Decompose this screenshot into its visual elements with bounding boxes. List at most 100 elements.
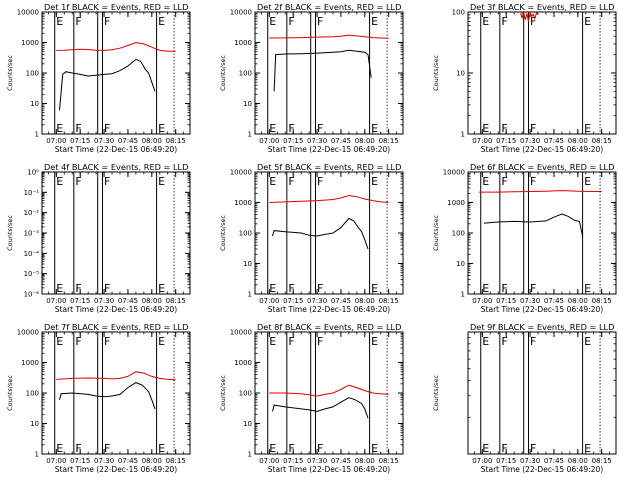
x-tick-label: 07:15	[70, 297, 90, 305]
y-tick-label: 10	[30, 100, 39, 108]
marker-label-top: E	[584, 15, 591, 28]
y-tick-label: 10⁻⁵	[24, 270, 40, 278]
marker-label-bottom: E	[371, 282, 378, 295]
y-tick-label: 10	[243, 100, 252, 108]
lld-series-line	[269, 194, 389, 203]
marker-label-bottom: E	[371, 442, 378, 455]
marker-label-bottom: E	[584, 282, 591, 295]
marker-label-top: E	[584, 335, 591, 348]
y-tick-label: 1	[461, 291, 465, 299]
y-tick-label: 10000	[17, 329, 39, 337]
marker-label-bottom: F	[104, 282, 110, 295]
marker-label-top: E	[56, 335, 63, 348]
x-tick-label: 07:45	[331, 297, 351, 305]
marker-label-top: E	[158, 15, 165, 28]
x-tick-label: 08:00	[568, 137, 588, 145]
y-tick-label: 10⁻⁶	[24, 291, 40, 299]
marker-label-top: F	[501, 335, 507, 348]
x-tick-label: 07:30	[520, 297, 540, 305]
marker-label-top: F	[317, 335, 323, 348]
x-tick-label: 07:15	[70, 457, 90, 465]
y-axis-label: Counts/sec	[219, 215, 227, 251]
x-tick-label: 07:15	[496, 457, 516, 465]
marker-label-bottom: E	[269, 122, 276, 135]
marker-label-bottom: F	[288, 122, 294, 135]
y-tick-label: 10000	[443, 169, 465, 177]
marker-label-bottom: E	[158, 282, 165, 295]
y-tick-label: 1	[35, 451, 39, 459]
y-tick-label: 1000	[234, 199, 252, 207]
x-tick-label: 07:45	[118, 457, 138, 465]
x-tick-label: 07:15	[283, 137, 303, 145]
y-tick-label: 100	[26, 390, 39, 398]
x-tick-label: 08:15	[166, 137, 186, 145]
lld-series-line	[56, 41, 176, 52]
y-tick-label: 1000	[234, 359, 252, 367]
marker-label-top: E	[584, 175, 591, 188]
x-tick-label: 08:00	[568, 457, 588, 465]
x-tick-label: 07:30	[520, 137, 540, 145]
x-tick-label: 07:00	[472, 457, 492, 465]
events-series-line	[59, 382, 156, 410]
y-axis-label: Counts/sec	[432, 375, 440, 411]
plot-title: Det 7f BLACK = Events, RED = LLD	[44, 322, 188, 332]
marker-label-bottom: F	[501, 442, 507, 455]
y-tick-label: 10000	[17, 9, 39, 17]
lld-series-line	[479, 190, 602, 193]
x-tick-label: 07:15	[283, 297, 303, 305]
x-axis-label: Start Time (22-Dec-15 06:49:20)	[268, 465, 390, 474]
marker-label-bottom: E	[269, 282, 276, 295]
y-tick-label: 10	[30, 420, 39, 428]
x-tick-label: 07:30	[307, 137, 327, 145]
marker-label-top: E	[269, 335, 276, 348]
x-tick-label: 07:45	[544, 457, 564, 465]
y-tick-label: 1000	[21, 39, 39, 47]
y-tick-label: 1000	[234, 39, 252, 47]
plot-title: Det 9f BLACK = Events, RED = LLD	[470, 322, 614, 332]
x-tick-label: 07:45	[544, 137, 564, 145]
marker-label-top: E	[482, 335, 489, 348]
plot-title: Det 2f BLACK = Events, RED = LLD	[257, 2, 401, 12]
x-tick-label: 07:30	[307, 457, 327, 465]
marker-label-top: E	[158, 335, 165, 348]
marker-label-top: F	[530, 15, 536, 28]
marker-label-bottom: F	[317, 282, 323, 295]
marker-label-top: F	[288, 335, 294, 348]
x-tick-label: 08:15	[592, 297, 612, 305]
x-tick-label: 07:00	[472, 137, 492, 145]
marker-label-top: F	[288, 15, 294, 28]
y-tick-label: 10000	[230, 9, 252, 17]
panel-det-5: Det 5f BLACK = Events, RED = LLD Counts/s…	[219, 162, 404, 314]
marker-label-bottom: E	[584, 122, 591, 135]
x-tick-label: 08:15	[166, 457, 186, 465]
x-tick-label: 07:00	[46, 457, 66, 465]
panel-det-4: Det 4f BLACK = Events, RED = LLD Counts/s…	[6, 162, 191, 314]
x-tick-label: 08:15	[379, 297, 399, 305]
y-tick-label: 1000	[21, 359, 39, 367]
plot-title: Det 8f BLACK = Events, RED = LLD	[257, 322, 401, 332]
y-tick-label: 100	[452, 230, 465, 238]
y-tick-label: 10	[243, 420, 252, 428]
y-tick-label: 10⁻²	[24, 209, 40, 217]
marker-label-top: E	[56, 175, 63, 188]
x-tick-label: 07:15	[70, 137, 90, 145]
y-axis-label: Counts/sec	[6, 55, 14, 91]
marker-label-bottom: E	[482, 282, 489, 295]
marker-label-top: E	[269, 15, 276, 28]
x-tick-label: 07:15	[283, 457, 303, 465]
marker-label-bottom: E	[158, 122, 165, 135]
x-tick-label: 07:30	[94, 137, 114, 145]
x-tick-label: 08:00	[142, 297, 162, 305]
marker-label-bottom: F	[104, 122, 110, 135]
x-tick-label: 07:00	[259, 297, 279, 305]
plot-frame	[254, 171, 404, 295]
x-tick-label: 07:30	[94, 457, 114, 465]
lld-series-line	[269, 34, 389, 39]
marker-label-top: E	[371, 335, 378, 348]
x-axis-label: Start Time (22-Dec-15 06:49:20)	[481, 305, 603, 314]
marker-label-top: F	[104, 15, 110, 28]
x-tick-label: 07:30	[520, 457, 540, 465]
x-tick-label: 08:15	[592, 457, 612, 465]
panel-det-3: Det 3f BLACK = Events, RED = LLD Counts/s…	[432, 2, 617, 154]
